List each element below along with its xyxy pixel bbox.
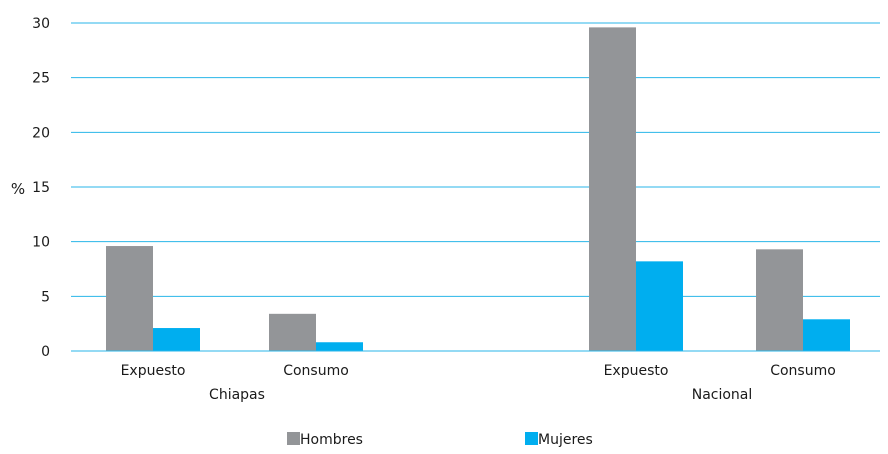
gridlines xyxy=(71,22,880,297)
y-tick-label: 0 xyxy=(41,344,50,360)
y-tick-label: 10 xyxy=(32,235,50,251)
y-tick-label: 30 xyxy=(32,16,50,32)
bar-hombres-chiapas-consumo xyxy=(269,313,316,351)
category-label: Expuesto xyxy=(604,363,669,379)
bar-hombres-chiapas-expuesto xyxy=(106,246,153,351)
bars xyxy=(106,27,850,352)
group-label: Nacional xyxy=(692,387,753,403)
category-label: Consumo xyxy=(283,363,349,379)
legend-swatch xyxy=(525,432,538,445)
bar-mujeres-chiapas-expuesto xyxy=(153,328,200,351)
y-tick-label: 20 xyxy=(32,125,50,141)
y-tick-label: 15 xyxy=(32,180,50,196)
y-tick-label: 25 xyxy=(32,71,50,87)
category-label: Consumo xyxy=(770,363,836,379)
legend: Hombres Mujeres xyxy=(287,432,593,448)
labels: % 0 5 10 15 20 25 30 Expuesto Consumo Chiapas Expu… xyxy=(11,16,836,403)
category-label: Expuesto xyxy=(121,363,186,379)
y-tick-label: 5 xyxy=(41,289,50,305)
bar-hombres-nacional-expuesto xyxy=(589,27,636,352)
group-label: Chiapas xyxy=(209,387,265,403)
bar-mujeres-chiapas-consumo xyxy=(316,342,363,351)
y-axis-label: % xyxy=(11,180,25,198)
legend-swatch xyxy=(287,432,300,445)
bar-mujeres-nacional-expuesto xyxy=(636,261,683,351)
legend-label: Mujeres xyxy=(538,432,593,448)
legend-label: Hombres xyxy=(300,432,363,448)
bar-mujeres-nacional-consumo xyxy=(803,319,850,351)
bar-hombres-nacional-consumo xyxy=(756,249,803,351)
